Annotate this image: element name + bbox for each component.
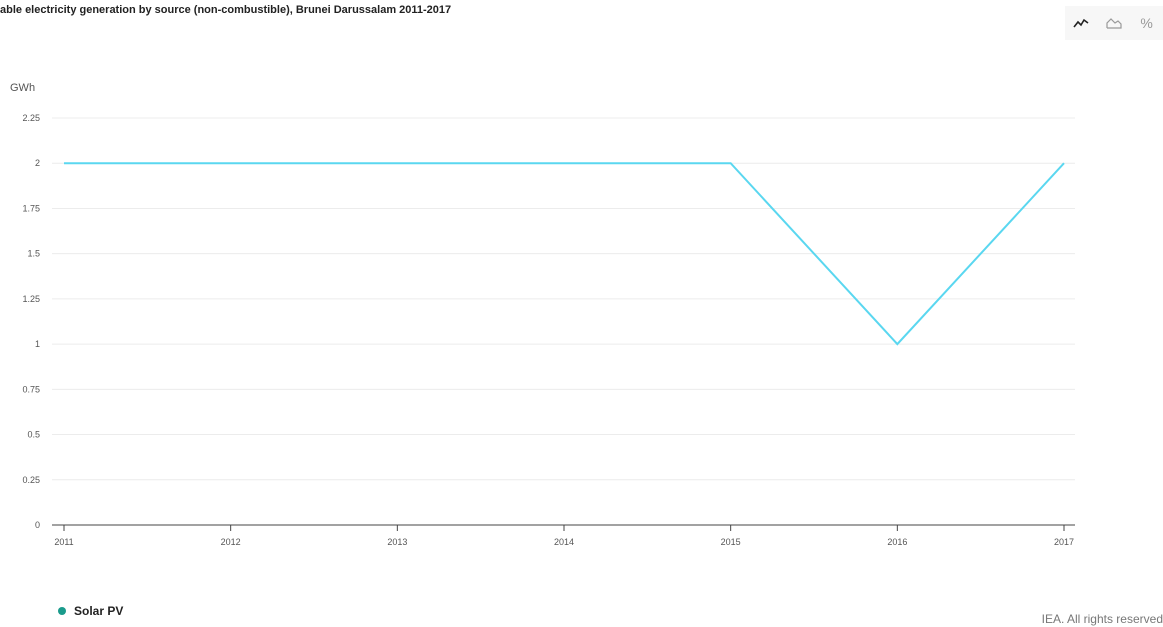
y-tick-label: 0.5 xyxy=(27,430,40,440)
series-layer xyxy=(59,158,1069,349)
chart-title: able electricity generation by source (n… xyxy=(0,4,452,16)
x-tick-label: 2016 xyxy=(887,537,907,547)
data-point[interactable] xyxy=(892,339,902,349)
y-tick-label: 1 xyxy=(35,339,40,349)
credit-text: IEA. All rights reserved xyxy=(1041,612,1163,626)
series-line-solar-pv[interactable] xyxy=(64,162,1065,346)
x-tick-label: 2012 xyxy=(221,537,241,547)
y-axis-ticks: 0 0.25 0.5 0.75 1 1.25 1.5 1.75 2 2.25 xyxy=(22,113,40,530)
x-tick-label: 2013 xyxy=(387,537,407,547)
data-point[interactable] xyxy=(559,158,569,168)
legend-label-solar-pv: Solar PV xyxy=(74,604,124,618)
legend-marker-icon xyxy=(58,607,66,615)
y-tick-label: 2.25 xyxy=(22,113,40,123)
legend[interactable]: Solar PV xyxy=(58,604,123,618)
data-point[interactable] xyxy=(726,158,736,168)
y-tick-label: 0.25 xyxy=(22,475,40,485)
x-tick-label: 2011 xyxy=(54,537,73,547)
data-point[interactable] xyxy=(59,158,69,168)
y-axis-unit-label: GWh xyxy=(10,82,35,94)
y-tick-label: 1.5 xyxy=(27,249,40,259)
data-point[interactable] xyxy=(392,158,402,168)
percent-icon: % xyxy=(1140,15,1153,31)
line-chart-button[interactable] xyxy=(1068,10,1094,36)
y-tick-label: 1.75 xyxy=(22,203,40,213)
chart-type-toolbar: % xyxy=(1065,6,1163,40)
data-point[interactable] xyxy=(226,158,236,168)
area-chart-button[interactable] xyxy=(1101,10,1127,36)
grid-lines xyxy=(52,117,1075,481)
x-tick-label: 2014 xyxy=(554,537,574,547)
area-chart-icon xyxy=(1106,18,1122,29)
line-chart-icon xyxy=(1073,18,1089,28)
x-axis: 2011 2012 2013 2014 2015 2016 2017 xyxy=(52,524,1075,547)
x-tick-label: 2017 xyxy=(1054,537,1074,547)
y-tick-label: 1.25 xyxy=(22,294,40,304)
data-point[interactable] xyxy=(1059,158,1069,168)
x-tick-label: 2015 xyxy=(721,537,741,547)
percent-button[interactable]: % xyxy=(1134,10,1160,36)
y-tick-label: 2 xyxy=(35,158,40,168)
y-tick-label: 0.75 xyxy=(22,384,40,394)
y-tick-label: 0 xyxy=(35,520,40,530)
